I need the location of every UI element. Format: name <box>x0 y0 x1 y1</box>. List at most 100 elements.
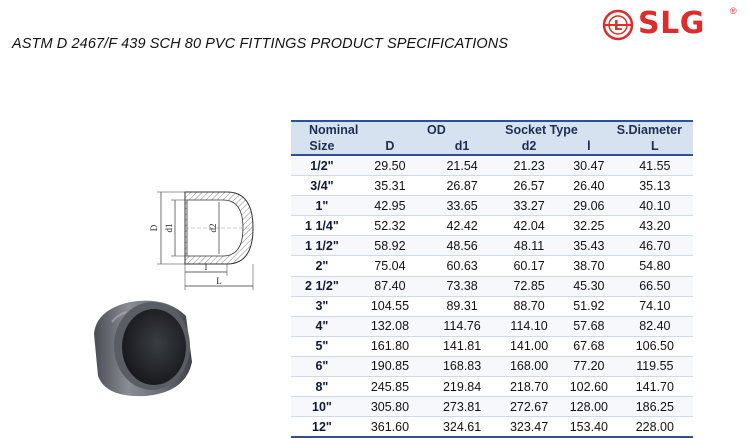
size-cell: 3" <box>291 296 353 317</box>
value-cell: 218.70 <box>497 376 562 398</box>
value-cell: 29.06 <box>561 195 617 217</box>
value-cell: 42.95 <box>352 195 428 217</box>
table-row: 2 1/2" 87.40 73.38 72.85 45.30 66.50 <box>291 276 693 297</box>
pvc-cap-photo <box>94 300 192 397</box>
value-cell: 82.40 <box>616 316 693 337</box>
table-row: 1/2" 29.50 21.54 21.23 30.47 41.55 <box>291 155 693 177</box>
value-cell: 35.43 <box>561 235 617 257</box>
value-cell: 33.65 <box>427 195 498 217</box>
column-header-d1: d1 <box>427 138 498 156</box>
value-cell: 273.81 <box>427 396 498 418</box>
value-cell: 72.85 <box>497 276 562 297</box>
value-cell: 38.70 <box>561 255 617 277</box>
size-cell: 12" <box>291 416 353 438</box>
value-cell: 45.30 <box>561 276 617 297</box>
value-cell: 30.47 <box>561 155 617 177</box>
value-cell: 41.55 <box>616 155 693 177</box>
value-cell: 52.32 <box>352 215 428 237</box>
value-cell: 48.11 <box>497 235 562 257</box>
value-cell: 42.42 <box>427 215 498 237</box>
table-row: 2" 75.04 60.63 60.17 38.70 54.80 <box>291 255 693 277</box>
value-cell: 161.80 <box>352 336 428 357</box>
table-row: 5" 161.80 141.81 141.00 67.68 106.50 <box>291 336 693 357</box>
size-cell: 5" <box>291 336 353 357</box>
value-cell: 305.80 <box>352 396 428 418</box>
value-cell: 54.80 <box>616 255 693 277</box>
value-cell: 88.70 <box>497 296 562 317</box>
value-cell: 60.63 <box>427 255 498 277</box>
group-header-od: OD <box>427 120 498 138</box>
size-cell: 3/4" <box>291 175 353 197</box>
dimension-lines <box>157 191 254 290</box>
size-cell: 1 1/4" <box>291 215 353 237</box>
size-cell: 6" <box>291 356 353 378</box>
value-cell: 141.81 <box>427 336 498 357</box>
value-cell: 73.38 <box>427 276 498 297</box>
dim-label-D: D <box>149 224 159 231</box>
size-cell: 10" <box>291 396 353 418</box>
size-cell: 4" <box>291 316 353 337</box>
value-cell: 75.04 <box>352 255 428 277</box>
table-row: 1" 42.95 33.65 33.27 29.06 40.10 <box>291 195 693 217</box>
size-cell: 1" <box>291 195 353 217</box>
value-cell: 324.61 <box>427 416 498 438</box>
table-row: 10" 305.80 273.81 272.67 128.00 186.25 <box>291 396 693 418</box>
value-cell: 153.40 <box>561 416 617 438</box>
column-header-D: D <box>352 138 428 156</box>
value-cell: 35.31 <box>352 175 428 197</box>
value-cell: 67.68 <box>561 336 617 357</box>
value-cell: 26.40 <box>561 175 617 197</box>
value-cell: 74.10 <box>616 296 693 317</box>
value-cell: 21.23 <box>497 155 562 177</box>
dim-label-d2: d2 <box>208 224 218 233</box>
value-cell: 42.04 <box>497 215 562 237</box>
value-cell: 43.20 <box>616 215 693 237</box>
value-cell: 40.10 <box>616 195 693 217</box>
value-cell: 26.87 <box>427 175 498 197</box>
value-cell: 26.57 <box>497 175 562 197</box>
value-cell: 66.50 <box>616 276 693 297</box>
value-cell: 141.70 <box>616 376 693 398</box>
size-cell: 2 1/2" <box>291 276 353 297</box>
table-row: 3" 104.55 89.31 88.70 51.92 74.10 <box>291 296 693 317</box>
dim-label-l: l <box>205 262 208 272</box>
value-cell: 132.08 <box>352 316 428 337</box>
specifications-table: Nominal OD Socket Type S.Diameter Size D… <box>291 120 693 438</box>
table-row: 1 1/4" 52.32 42.42 42.04 32.25 43.20 <box>291 215 693 237</box>
value-cell: 29.50 <box>352 155 428 177</box>
value-cell: 168.83 <box>427 356 498 378</box>
column-header-l: l <box>561 138 617 156</box>
value-cell: 106.50 <box>616 336 693 357</box>
size-cell: 1 1/2" <box>291 235 353 257</box>
dim-label-L: L <box>216 276 222 286</box>
value-cell: 128.00 <box>561 396 617 418</box>
column-header-row: Size D d1 d2 l L <box>291 138 693 156</box>
value-cell: 186.25 <box>616 396 693 418</box>
dim-label-d1: d1 <box>164 224 174 233</box>
value-cell: 77.20 <box>561 356 617 378</box>
value-cell: 114.10 <box>497 316 562 337</box>
value-cell: 245.85 <box>352 376 428 398</box>
value-cell: 51.92 <box>561 296 617 317</box>
logo-mark-letter: L <box>614 19 622 34</box>
value-cell: 272.67 <box>497 396 562 418</box>
table-row: 8" 245.85 219.84 218.70 102.60 141.70 <box>291 376 693 398</box>
value-cell: 48.56 <box>427 235 498 257</box>
value-cell: 57.68 <box>561 316 617 337</box>
value-cell: 32.25 <box>561 215 617 237</box>
value-cell: 46.70 <box>616 235 693 257</box>
size-cell: 2" <box>291 255 353 277</box>
page-title: ASTM D 2467/F 439 SCH 80 PVC FITTINGS PR… <box>12 36 509 52</box>
size-cell: 8" <box>291 376 353 398</box>
value-cell: 323.47 <box>497 416 562 438</box>
slg-logo-icon: L <box>602 9 634 41</box>
group-header-nominal: Nominal <box>291 120 428 138</box>
value-cell: 102.60 <box>561 376 617 398</box>
value-cell: 114.76 <box>427 316 498 337</box>
brand-logo: L SLG ® <box>600 6 740 46</box>
table-row: 12" 361.60 324.61 323.47 153.40 228.00 <box>291 416 693 438</box>
column-header-size: Size <box>291 138 353 156</box>
value-cell: 104.55 <box>352 296 428 317</box>
cap-technical-drawing: D d1 d2 l L <box>149 191 254 290</box>
table-row: 6" 190.85 168.83 168.00 77.20 119.55 <box>291 356 693 378</box>
